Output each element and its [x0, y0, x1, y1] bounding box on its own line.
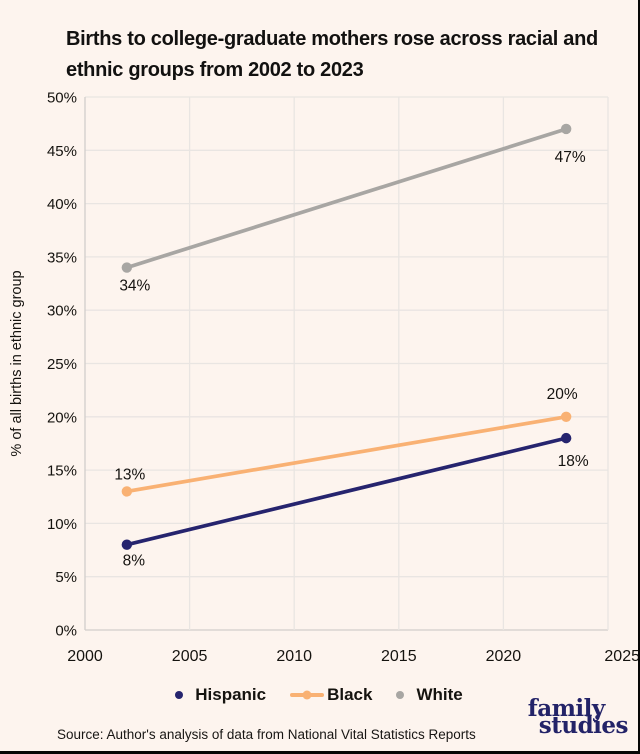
y-tick-label: 40%	[47, 196, 77, 213]
chart-legend: Hispanic Black White	[0, 685, 638, 705]
legend-marker-black-icon	[290, 690, 325, 700]
y-tick-label: 50%	[47, 90, 77, 107]
point-label-black: 20%	[547, 386, 578, 403]
y-tick-label: 25%	[47, 356, 77, 373]
chart-svg: 2000 2005 2010 2015 2020 2025 0% 5% 10% 15% 20% 25%…	[9, 90, 640, 666]
x-tick-label: 2000	[67, 648, 103, 665]
series-point-hispanic	[560, 432, 572, 444]
series-point-black	[560, 411, 572, 422]
legend-item-white: White	[396, 685, 463, 705]
y-tick-label: 45%	[47, 143, 77, 160]
x-tick-label: 2025	[604, 648, 640, 665]
y-tick-label: 0%	[55, 623, 77, 640]
x-tick-label: 2010	[276, 648, 312, 665]
legend-marker-dot-black	[302, 690, 312, 700]
logo-line2: studies	[538, 711, 629, 739]
y-tick-label: 20%	[47, 409, 77, 426]
series-point-white	[560, 123, 572, 135]
series-point-hispanic	[121, 539, 133, 550]
y-tick-label: 15%	[47, 463, 77, 480]
x-tick-label: 2005	[172, 648, 208, 665]
chart-title: Births to college-graduate mothers rose …	[66, 28, 598, 81]
y-tick-label: 30%	[47, 303, 77, 320]
series-line-black	[124, 414, 569, 494]
y-tick-label: 35%	[47, 249, 77, 266]
series-line-white	[124, 127, 569, 270]
legend-marker-white-icon	[396, 691, 405, 699]
series-line-hispanic	[124, 436, 569, 547]
y-tick-label: 5%	[55, 569, 77, 586]
source-note: Source: Author's analysis of data from N…	[57, 727, 476, 742]
y-axis-title: % of all births in ethnic group	[9, 270, 25, 456]
point-label-white: 34%	[119, 278, 150, 295]
point-label-black: 13%	[114, 466, 145, 483]
x-tick-label: 2020	[486, 648, 522, 665]
point-label-hispanic: 18%	[558, 453, 589, 470]
y-tick-label: 10%	[47, 516, 77, 533]
point-label-hispanic: 8%	[123, 553, 146, 570]
legend-item-black: Black	[290, 685, 372, 705]
legend-label-black: Black	[327, 685, 373, 704]
legend-item-hispanic: Hispanic	[175, 685, 266, 705]
legend-label-white: White	[416, 685, 463, 704]
series-point-white	[121, 262, 133, 273]
legend-marker-hispanic-icon	[175, 691, 184, 699]
legend-label-hispanic: Hispanic	[195, 685, 267, 704]
logo-line1: family	[527, 695, 605, 722]
x-tick-label: 2015	[381, 648, 417, 665]
point-label-white: 47%	[555, 149, 586, 166]
series-point-black	[121, 486, 133, 497]
family-studies-logo: family studies	[527, 695, 629, 739]
